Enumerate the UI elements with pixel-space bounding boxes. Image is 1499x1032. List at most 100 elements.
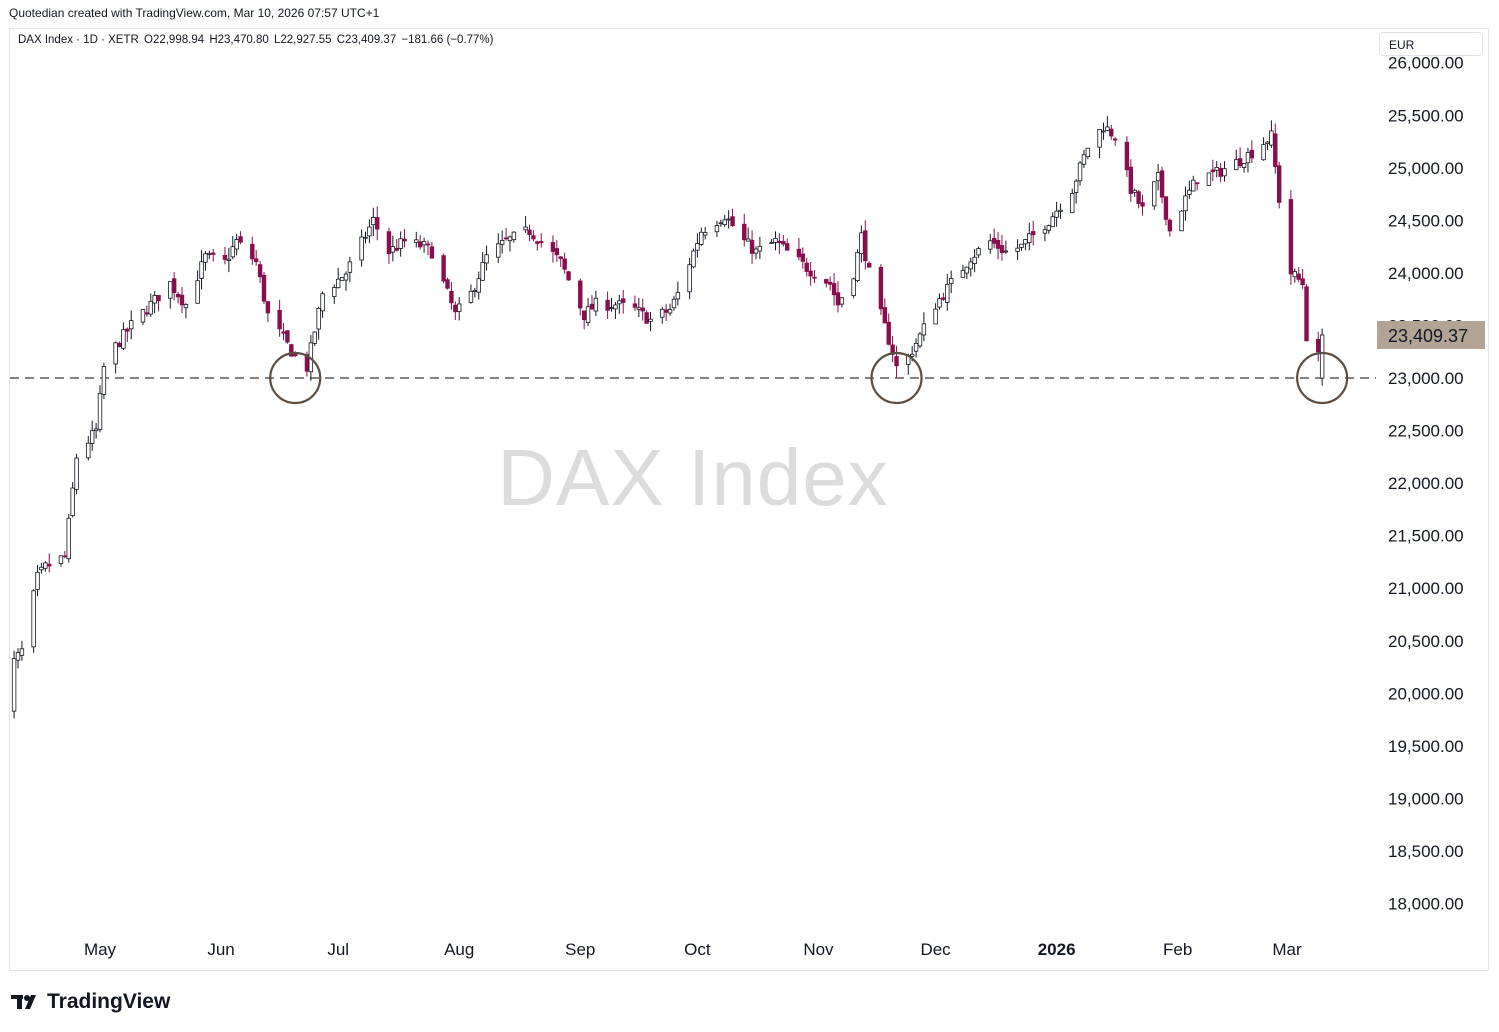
candle-body: [949, 278, 954, 284]
legend-change: −181.66 (−0.77%): [401, 34, 494, 46]
candle-body: [1292, 271, 1298, 278]
candle-body: [1241, 163, 1247, 168]
candle: [183, 303, 189, 319]
candle: [265, 300, 271, 322]
candle: [613, 302, 618, 320]
candle-body: [589, 303, 595, 310]
candle: [207, 250, 212, 260]
candle-body: [445, 279, 450, 289]
currency-selector[interactable]: EUR: [1379, 32, 1483, 56]
candle: [320, 291, 325, 318]
candle-body: [86, 442, 91, 459]
support-test-circle: [1296, 351, 1349, 405]
price-tick-label: 24,000.00: [1388, 264, 1464, 283]
candle-body: [1288, 199, 1294, 275]
candle: [960, 265, 966, 278]
candle: [554, 240, 560, 262]
circles-layer: [269, 351, 1349, 405]
candle: [976, 246, 981, 259]
candle: [1081, 149, 1087, 168]
candle-body: [675, 292, 681, 300]
candle-body: [804, 262, 809, 272]
candle-body: [1152, 181, 1157, 207]
candle: [113, 341, 118, 374]
candle: [699, 227, 704, 246]
price-tick-label: 22,500.00: [1388, 422, 1464, 441]
candle: [827, 276, 833, 291]
tradingview-logo[interactable]: TradingView: [11, 990, 170, 1014]
candle: [757, 236, 763, 259]
legend-symbol[interactable]: DAX Index · 1D · XETR: [18, 34, 139, 46]
candle: [171, 272, 177, 301]
candle-body: [222, 254, 228, 260]
candle-body: [972, 256, 977, 264]
candle: [609, 298, 614, 312]
candle-body: [1081, 154, 1087, 165]
candle-body: [347, 261, 353, 273]
candle-body: [890, 344, 895, 355]
candle-body: [691, 250, 696, 268]
candle: [726, 210, 731, 229]
candle-body: [730, 216, 735, 227]
candle: [1179, 210, 1184, 232]
candle: [222, 247, 228, 265]
candle-body: [203, 253, 208, 263]
candle: [339, 277, 345, 281]
candle: [972, 248, 977, 273]
candle-body: [1249, 149, 1255, 159]
price-tick-label: 21,000.00: [1388, 579, 1464, 598]
candle: [523, 215, 528, 234]
candle: [714, 220, 720, 238]
candle: [855, 249, 860, 283]
candle-body: [117, 342, 122, 347]
candle: [1155, 163, 1161, 191]
candle-body: [179, 294, 185, 306]
candle: [621, 290, 626, 314]
candle-body: [1296, 273, 1301, 280]
candle-body: [867, 262, 872, 268]
candle-body: [699, 231, 704, 245]
candle: [1136, 189, 1141, 209]
candle: [777, 233, 782, 254]
price-tick-label: 20,500.00: [1388, 632, 1464, 651]
candle: [1191, 175, 1196, 192]
candle-body: [812, 276, 817, 279]
candle: [1085, 147, 1091, 160]
candle: [457, 297, 462, 321]
time-tick-label: Dec: [920, 940, 951, 959]
candle: [785, 238, 790, 251]
candle-body: [917, 333, 923, 347]
candle-body: [851, 278, 856, 297]
candle-body: [70, 487, 75, 516]
candle: [129, 310, 134, 340]
candle: [632, 295, 638, 312]
price-label-layer: 23,409.37: [1377, 320, 1485, 349]
candle: [933, 303, 938, 325]
candle: [769, 238, 774, 244]
candle-body: [578, 280, 583, 309]
time-tick-label: Mar: [1272, 940, 1302, 959]
candle-body: [913, 343, 919, 352]
candle: [281, 323, 286, 341]
candle-body: [250, 243, 255, 260]
time-tick-label: May: [84, 940, 117, 959]
candle-body: [1245, 152, 1251, 164]
candle: [566, 270, 571, 281]
candle-body: [621, 298, 626, 303]
candle: [168, 281, 173, 309]
candle: [316, 306, 321, 340]
candle: [964, 266, 970, 280]
candle-body: [195, 280, 200, 304]
candle: [402, 229, 407, 248]
candle: [1218, 162, 1223, 183]
candle: [703, 227, 708, 240]
candle-body: [1042, 229, 1048, 234]
candle: [484, 245, 489, 271]
candle-body: [859, 232, 864, 255]
candle: [199, 250, 204, 290]
candle-body: [121, 329, 126, 349]
candle-body: [1046, 225, 1052, 231]
candle-body: [999, 245, 1005, 253]
candle: [578, 278, 583, 316]
